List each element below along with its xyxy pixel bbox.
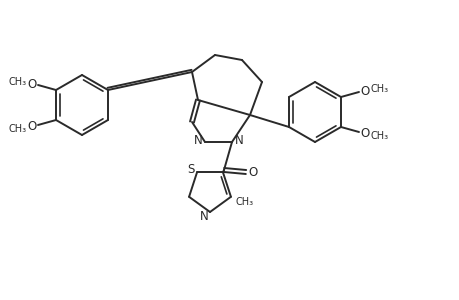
Text: N: N [193,134,202,146]
Text: CH₃: CH₃ [9,124,27,134]
Text: O: O [359,127,369,140]
Text: CH₃: CH₃ [370,131,388,141]
Text: CH₃: CH₃ [235,197,253,207]
Text: S: S [187,163,194,176]
Text: CH₃: CH₃ [370,84,388,94]
Text: O: O [28,119,37,133]
Text: O: O [28,77,37,91]
Text: N: N [234,134,243,146]
Text: O: O [359,85,369,98]
Text: CH₃: CH₃ [9,77,27,87]
Text: O: O [248,166,257,178]
Text: N: N [199,209,208,223]
